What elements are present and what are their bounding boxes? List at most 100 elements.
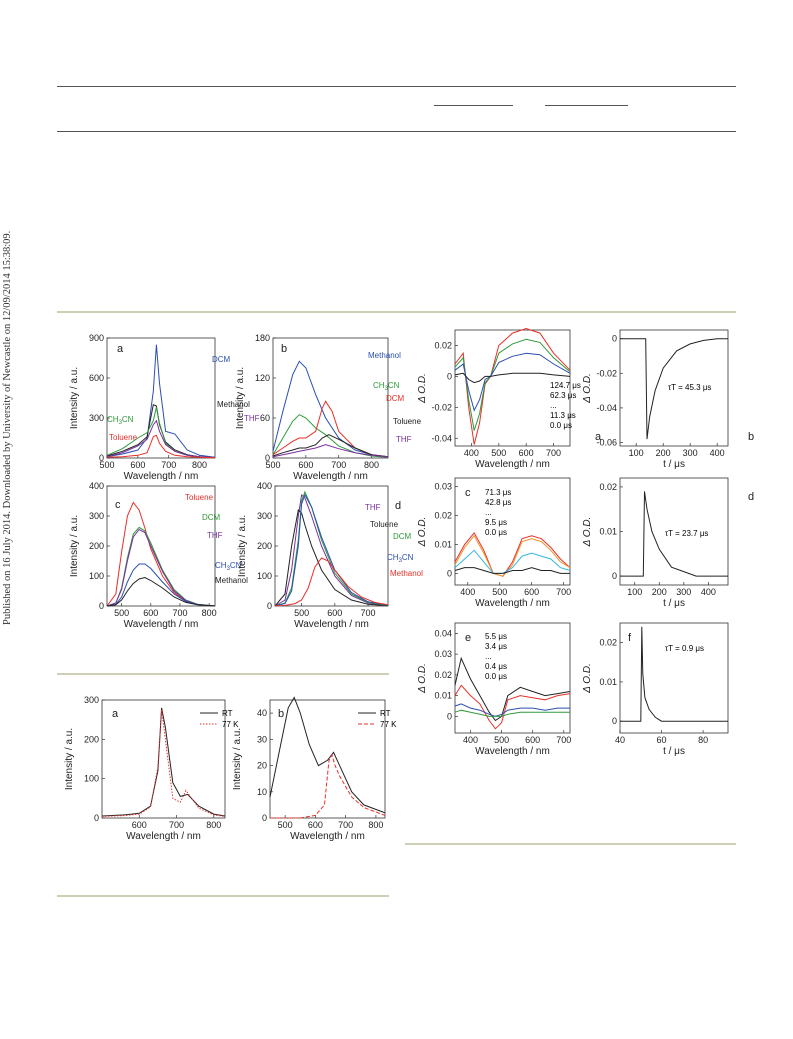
x-tick-label-2: 700 xyxy=(172,608,187,618)
time-label-0: 124.7 μs xyxy=(550,381,581,390)
x-tick-label-3: 400 xyxy=(701,587,716,597)
time-label-3: 0.4 μs xyxy=(485,662,507,671)
y-tick-label-0: 0 xyxy=(447,711,452,721)
y-axis-label: Δ O.D. xyxy=(582,663,593,694)
y-tick-label-2: 0.02 xyxy=(599,482,617,492)
x-tick-label-2: 700 xyxy=(361,608,376,618)
series-line-0 xyxy=(620,626,728,722)
x-axis-label: Wavelength / nm xyxy=(293,471,368,482)
series-label-2: DCM xyxy=(386,394,405,403)
series-line-1 xyxy=(454,684,571,730)
y-tick-label-3: 0.02 xyxy=(434,340,452,350)
y-tick-label-3: 0.03 xyxy=(434,649,452,659)
time-label-1: 3.4 μs xyxy=(485,642,507,651)
series-label-4: Toluene xyxy=(109,433,138,442)
x-tick-label-2: 800 xyxy=(206,820,221,830)
series-line-4 xyxy=(106,576,216,607)
series-line-3 xyxy=(272,434,389,458)
side-note-text: Published on 16 July 2014. Downloaded by… xyxy=(2,230,13,625)
y-tick-label-2: 0 xyxy=(447,371,452,381)
side-note: Published on 16 July 2014. Downloaded by… xyxy=(0,0,20,1039)
series-label-1: Methanol xyxy=(217,400,250,409)
x-tick-label-1: 500 xyxy=(494,735,509,745)
time-label-4: 0.0 μs xyxy=(485,672,507,681)
y-tick-label-0: 0 xyxy=(612,571,617,581)
x-tick-label-3: 400 xyxy=(710,448,725,458)
y-tick-label-0: -0.06 xyxy=(596,438,617,448)
y-axis-label: Δ O.D. xyxy=(582,517,593,548)
series-line-0 xyxy=(454,532,571,577)
series-line-2 xyxy=(454,549,571,574)
x-tick-label-3: 800 xyxy=(192,460,207,470)
series-line-0 xyxy=(101,707,226,817)
x-tick-label-1: 200 xyxy=(652,587,667,597)
chart-fig3f: 40 60 80 0 0.01 0.02 t / μs Δ O.D. f τT = 0.9 μs xyxy=(582,622,729,757)
series-label-0: Methanol xyxy=(368,351,401,360)
y-tick-label-1: 100 xyxy=(89,571,104,581)
figure-1-bottom-rule xyxy=(57,673,389,675)
y-tick-label-1: -0.04 xyxy=(596,403,617,413)
time-label-3: 11.3 μs xyxy=(550,411,576,420)
series-label-3: CH3CN xyxy=(215,561,242,572)
y-tick-label-1: 0.01 xyxy=(434,691,452,701)
series-label-3: THF xyxy=(244,414,260,423)
series-label-2: DCM xyxy=(393,532,412,541)
y-tick-label-0: -0.04 xyxy=(431,433,452,443)
series-line-3 xyxy=(454,709,570,717)
y-tick-label-1: -0.02 xyxy=(431,402,452,412)
x-tick-label-1: 600 xyxy=(298,460,313,470)
x-tick-label-1: 600 xyxy=(327,608,342,618)
chart-fig2a: 600 700 800 0 100 200 300 Wavelength / nm Intens… xyxy=(64,695,239,842)
y-tick-label-3: 300 xyxy=(89,511,104,521)
plot-frame xyxy=(454,477,571,586)
x-axis-label: Wavelength / nm xyxy=(475,459,550,470)
time-label-0: 5.5 μs xyxy=(485,632,507,641)
y-tick-label-4: 0.04 xyxy=(434,628,452,638)
x-tick-label-1: 500 xyxy=(492,587,507,597)
x-tick-label-1: 200 xyxy=(656,448,671,458)
y-axis-label: Intensity / a.u. xyxy=(237,515,248,577)
x-tick-label-2: 80 xyxy=(698,735,708,745)
series-line-0 xyxy=(454,656,571,722)
x-axis-label: Wavelength / nm xyxy=(475,598,550,609)
time-label-4: 0.0 μs xyxy=(550,421,572,430)
x-axis-label: Wavelength / nm xyxy=(475,746,550,757)
legend-label-1: 77 K xyxy=(222,720,239,729)
series-line-0 xyxy=(106,344,216,458)
panel-label: f xyxy=(628,632,632,644)
table-subhead-rule-1 xyxy=(434,105,513,106)
y-axis-label: Intensity / a.u. xyxy=(235,367,246,429)
y-tick-label-3: 0.03 xyxy=(434,482,452,492)
panel-label: a xyxy=(117,343,124,355)
series-line-0 xyxy=(620,338,728,440)
series-label-0: DCM xyxy=(212,355,231,364)
x-tick-label-0: 400 xyxy=(463,735,478,745)
y-tick-label-3: 30 xyxy=(257,734,267,744)
chart-fig1c: 500 600 700 800 0 100 200 300 400 Wavelength / nm… xyxy=(69,481,248,630)
time-label-1: 62.3 μs xyxy=(550,391,576,400)
y-tick-label-2: 200 xyxy=(89,541,104,551)
chart-fig1b: 500 600 700 800 0 60 120 180 Wavelength / nm Inte… xyxy=(235,333,422,482)
x-tick-label-3: 700 xyxy=(546,448,561,458)
y-tick-label-3: 0 xyxy=(612,334,617,344)
series-line-1 xyxy=(270,753,386,819)
chart-fig1d: 500 600 700 0 100 200 300 400 Wavelength / nm Int… xyxy=(237,481,423,630)
y-tick-label-3: 300 xyxy=(257,511,272,521)
y-axis-label: Intensity / a.u. xyxy=(232,728,243,790)
y-tick-label-0: 0 xyxy=(262,813,267,823)
series-label-4: THF xyxy=(396,435,412,444)
x-axis-label: Wavelength / nm xyxy=(294,619,369,630)
panel-label: d xyxy=(748,491,754,503)
x-tick-label-2: 600 xyxy=(525,735,540,745)
y-tick-label-2: 0.02 xyxy=(434,670,452,680)
y-axis-label: Δ O.D. xyxy=(417,663,428,694)
x-tick-label-0: 100 xyxy=(627,587,642,597)
figure-3-bottom-rule xyxy=(405,843,736,845)
panel-label: a xyxy=(595,431,602,443)
time-label-2: ... xyxy=(485,508,492,517)
x-tick-label-3: 800 xyxy=(368,820,383,830)
y-tick-label-4: 400 xyxy=(89,481,104,491)
series-line-2 xyxy=(274,490,389,607)
figure-1-top-rule xyxy=(57,311,736,313)
x-tick-label-3: 800 xyxy=(202,608,217,618)
